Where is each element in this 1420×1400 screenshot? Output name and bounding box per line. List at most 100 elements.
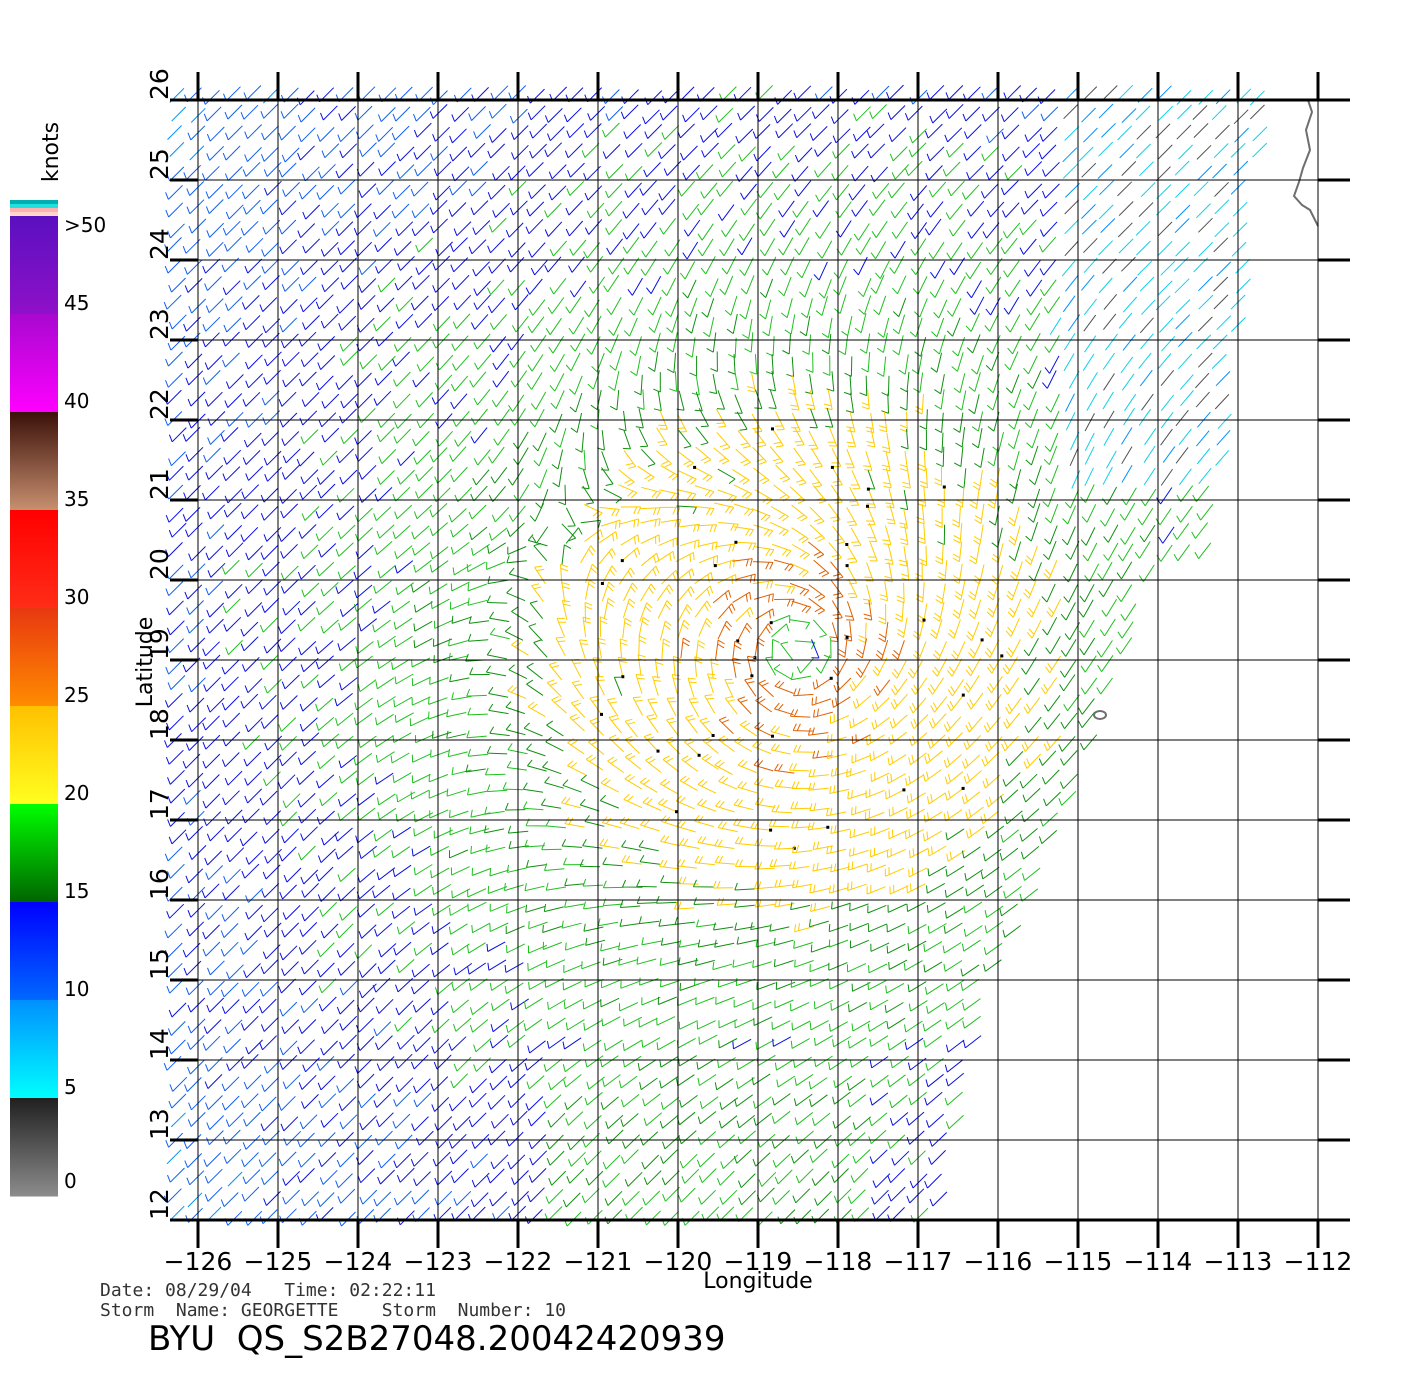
wind-barb	[1081, 504, 1097, 523]
wind-barb	[885, 982, 905, 994]
wind-barb	[794, 147, 813, 163]
wind-barb	[221, 999, 240, 1015]
rain-flag	[826, 825, 830, 829]
wind-barb	[909, 848, 929, 859]
wind-barb	[637, 654, 647, 675]
wind-barb	[659, 859, 680, 870]
wind-barb	[1084, 467, 1094, 487]
wind-barb	[659, 1115, 679, 1129]
wind-barb	[586, 315, 602, 334]
wind-barb	[808, 782, 829, 791]
wind-barb	[549, 277, 567, 295]
wind-barb	[1008, 525, 1021, 546]
wind-barb	[263, 161, 282, 177]
wind-barb	[567, 760, 586, 776]
wind-barb	[281, 147, 300, 163]
wind-barb	[376, 1056, 395, 1071]
wind-barb	[467, 707, 488, 716]
wind-barb	[717, 144, 736, 160]
wind-barb	[605, 1114, 624, 1129]
wind-barb	[808, 430, 819, 450]
wind-barb	[375, 126, 394, 142]
wind-barb	[624, 1171, 643, 1187]
wind-barb	[624, 752, 642, 770]
wind-barb	[1063, 694, 1080, 712]
wind-barb	[604, 1190, 623, 1206]
wind-barb	[223, 616, 242, 632]
wind-barb	[489, 336, 507, 353]
wind-barb	[505, 701, 525, 715]
wind-barb	[697, 238, 714, 257]
wind-barb	[1213, 237, 1229, 253]
wind-barb	[660, 465, 679, 481]
wind-barb	[282, 600, 301, 616]
wind-barb	[1159, 317, 1174, 333]
wind-barb	[258, 998, 277, 1014]
wind-barb	[206, 618, 224, 634]
wind-barb	[794, 1073, 814, 1087]
wind-barb	[733, 798, 754, 811]
lon-tick-label: −117	[884, 1247, 953, 1276]
wind-barb	[1213, 143, 1229, 159]
wind-barb	[683, 219, 701, 237]
wind-barb	[986, 675, 1003, 694]
wind-barb	[771, 614, 791, 624]
wind-barb	[698, 408, 709, 428]
wind-barb	[1103, 428, 1115, 446]
wind-barb	[584, 185, 603, 201]
wind-barb	[721, 255, 737, 275]
wind-barb	[354, 712, 373, 726]
wind-barb	[832, 1115, 851, 1129]
wind-barb	[570, 333, 586, 352]
wind-barb	[867, 143, 886, 159]
wind-barb	[1060, 750, 1078, 766]
wind-barb	[468, 1112, 487, 1128]
wind-barb	[813, 261, 828, 281]
wind-barb	[889, 1094, 908, 1109]
wind-barb	[526, 201, 545, 217]
wind-barb	[695, 996, 715, 1006]
wind-barb	[855, 659, 871, 678]
wind-barb	[930, 619, 943, 639]
wind-barb	[566, 180, 585, 196]
wind-barb	[769, 521, 789, 537]
wind-barb	[638, 428, 649, 448]
wind-barb	[925, 983, 944, 995]
wind-barb	[884, 562, 893, 583]
wind-barb	[298, 808, 317, 824]
wind-barb	[620, 1113, 639, 1127]
wind-barb	[984, 313, 1000, 332]
wind-barb	[358, 464, 377, 480]
wind-barb	[260, 505, 279, 521]
wind-barb	[754, 161, 772, 178]
wind-barb	[1175, 447, 1189, 464]
wind-barb	[474, 353, 492, 370]
wind-barb	[473, 1038, 492, 1053]
wind-barb	[772, 1093, 791, 1106]
wind-barb	[1233, 160, 1249, 176]
wind-barb	[168, 277, 186, 293]
wind-barb	[552, 466, 563, 488]
wind-barb	[864, 810, 885, 821]
wind-barb	[527, 105, 546, 121]
wind-barb	[1004, 810, 1023, 825]
wind-barb	[858, 622, 867, 644]
wind-barb	[489, 868, 510, 877]
wind-barb	[716, 180, 734, 197]
wind-barb	[773, 937, 794, 946]
wind-barb	[522, 782, 544, 793]
wind-barb	[446, 730, 467, 739]
wind-barb	[1141, 299, 1156, 315]
wind-barb	[491, 506, 510, 523]
wind-barb	[469, 526, 488, 541]
wind-barb	[189, 145, 205, 161]
wind-barb	[888, 731, 907, 745]
wind-barb	[849, 903, 869, 912]
wind-barb	[1081, 219, 1097, 235]
wind-barb	[466, 688, 487, 697]
wind-barb	[656, 584, 674, 602]
wind-barb	[746, 372, 756, 393]
wind-barb	[354, 203, 372, 219]
wind-barb	[963, 770, 982, 784]
wind-barb	[182, 753, 201, 769]
